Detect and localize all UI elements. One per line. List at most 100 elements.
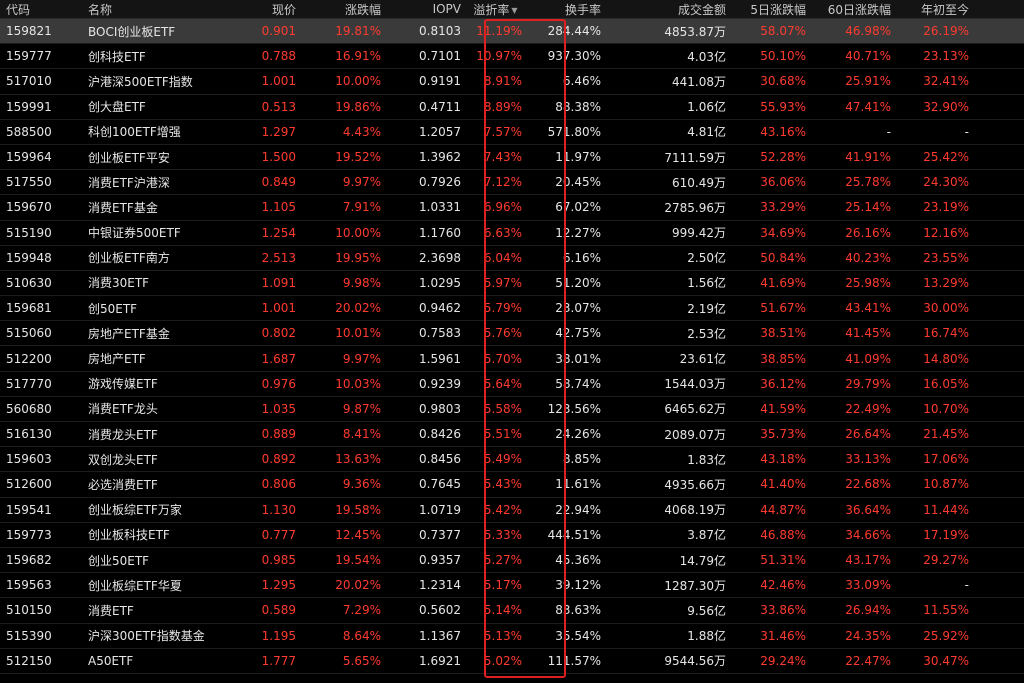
cell-change: 13.63%	[335, 452, 381, 467]
cell-60day-change: -	[886, 124, 891, 139]
cell-turnover: 11.61%	[555, 477, 601, 492]
table-row[interactable]: 159603 双创龙头ETF 0.892 13.63% 0.8456 5.49% 8.85%…	[0, 447, 1024, 473]
cell-ytd: 25.42%	[923, 150, 969, 165]
cell-name: BOCI创业板ETF	[88, 24, 176, 39]
cell-name: 消费龙头ETF	[88, 427, 158, 442]
cell-turnover: 22.94%	[555, 502, 601, 517]
cell-60day-change: 34.66%	[845, 527, 891, 542]
cell-ytd: -	[964, 578, 969, 593]
table-row[interactable]: 159991 创大盘ETF 0.513 19.86% 0.4711 8.89% 88.38%…	[0, 95, 1024, 120]
cell-code: 159563	[6, 578, 52, 593]
table-row[interactable]: 159777 创科技ETF 0.788 16.91% 0.7101 10.97% 937.3…	[0, 44, 1024, 70]
table-row[interactable]: 159821 BOCI创业板ETF 0.901 19.81% 0.8103 11.19% 2…	[0, 19, 1024, 45]
header-5day-change[interactable]: 5日涨跌幅	[750, 2, 806, 17]
cell-price: 1.687	[261, 351, 296, 366]
cell-code: 515390	[6, 628, 52, 643]
table-row[interactable]: 159681 创50ETF 1.001 20.02% 0.9462 5.79% 23.07%…	[0, 296, 1024, 322]
table-row[interactable]: 510630 消费30ETF 1.091 9.98% 1.0295 5.97% 51.20%…	[0, 271, 1024, 297]
table-row[interactable]: 159773 创业板科技ETF 0.777 12.45% 0.7377 5.33% 444.…	[0, 523, 1024, 548]
table-row[interactable]: 515190 中银证券500ETF 1.254 10.00% 1.1760 6.63% 12…	[0, 221, 1024, 246]
cell-iopv: 0.9803	[419, 401, 461, 416]
header-turnover[interactable]: 换手率	[564, 2, 601, 17]
cell-amount: 4.81亿	[687, 125, 726, 140]
cell-5day-change: 41.40%	[760, 477, 806, 492]
cell-iopv: 0.9357	[419, 553, 461, 568]
cell-premium: 7.12%	[483, 175, 522, 190]
table-row[interactable]: 515060 房地产ETF基金 0.802 10.01% 0.7583 5.76% 42.7…	[0, 321, 1024, 347]
cell-amount: 1.06亿	[687, 100, 726, 115]
cell-ytd: 23.13%	[923, 49, 969, 64]
cell-amount: 3.87亿	[687, 528, 726, 543]
table-row[interactable]: 159682 创业50ETF 0.985 19.54% 0.9357 5.27% 45.36…	[0, 548, 1024, 574]
cell-premium: 5.79%	[483, 301, 522, 316]
table-row[interactable]: 512600 必选消费ETF 0.806 9.36% 0.7645 5.43% 11.61%…	[0, 472, 1024, 498]
cell-change: 20.02%	[335, 301, 381, 316]
table-row[interactable]: 159670 消费ETF基金 1.105 7.91% 1.0331 6.96% 67.02%…	[0, 195, 1024, 221]
cell-60day-change: 25.91%	[845, 74, 891, 89]
cell-turnover: 38.01%	[555, 351, 601, 366]
cell-price: 0.901	[261, 24, 296, 39]
table-row[interactable]: 515390 沪深300ETF指数基金 1.195 8.64% 1.1367 5.13% 3…	[0, 624, 1024, 649]
header-code[interactable]: 代码	[6, 2, 31, 17]
cell-turnover: 39.12%	[555, 578, 601, 593]
cell-60day-change: 41.09%	[845, 351, 891, 366]
cell-code: 159681	[6, 301, 52, 316]
cell-iopv: 0.9191	[419, 74, 461, 89]
header-price[interactable]: 现价	[271, 2, 296, 17]
cell-iopv: 0.7583	[419, 326, 461, 341]
cell-price: 1.091	[261, 275, 296, 290]
table-row[interactable]: 517770 游戏传媒ETF 0.976 10.03% 0.9239 5.64% 58.74…	[0, 372, 1024, 397]
cell-60day-change: 22.68%	[845, 477, 891, 492]
cell-change: 9.36%	[342, 477, 381, 492]
cell-amount: 1.83亿	[687, 452, 726, 467]
cell-amount: 4853.87万	[664, 24, 726, 39]
cell-amount: 2785.96万	[664, 200, 726, 215]
sort-down-icon[interactable]: ▼	[511, 5, 518, 15]
cell-5day-change: 51.67%	[760, 301, 806, 316]
cell-price: 0.892	[261, 452, 296, 467]
cell-price: 1.035	[261, 401, 296, 416]
cell-ytd: 11.55%	[923, 603, 969, 618]
cell-name: 创业板综ETF华夏	[88, 578, 182, 593]
header-ytd[interactable]: 年初至今	[920, 2, 969, 17]
table-row[interactable]: 512150 A50ETF 1.777 5.65% 1.6921 5.02% 111.57%…	[0, 649, 1024, 674]
table-row[interactable]: 159964 创业板ETF平安 1.500 19.52% 1.3962 7.43% 11.9…	[0, 145, 1024, 171]
cell-turnover: 24.26%	[555, 427, 601, 442]
header-name[interactable]: 名称	[88, 2, 113, 17]
cell-premium: 8.91%	[483, 74, 522, 89]
cell-iopv: 0.7101	[419, 49, 461, 64]
header-60day-change[interactable]: 60日涨跌幅	[827, 2, 891, 17]
cell-ytd: 17.06%	[923, 452, 969, 467]
header-premium[interactable]: 溢折率 ▼	[463, 1, 528, 18]
cell-ytd: 14.80%	[923, 351, 969, 366]
cell-name: 房地产ETF基金	[88, 326, 170, 341]
cell-turnover: 6.16%	[562, 250, 601, 265]
cell-name: 消费ETF沪港深	[88, 175, 170, 190]
table-row[interactable]: 588500 科创100ETF增强 1.297 4.43% 1.2057 7.57% 571…	[0, 120, 1024, 145]
table-row[interactable]: 517550 消费ETF沪港深 0.849 9.97% 0.7926 7.12% 20.45…	[0, 170, 1024, 196]
cell-premium: 5.27%	[483, 553, 522, 568]
header-iopv[interactable]: IOPV	[432, 2, 461, 16]
table-row[interactable]: 510150 消费ETF 0.589 7.29% 0.5602 5.14% 83.63% 9.…	[0, 598, 1024, 624]
cell-ytd: 10.87%	[923, 477, 969, 492]
table-row[interactable]: 512200 房地产ETF 1.687 9.97% 1.5961 5.70% 38.01% 2…	[0, 346, 1024, 372]
table-row[interactable]: 517010 沪港深500ETF指数 1.001 10.00% 0.9191 8.91% 6…	[0, 69, 1024, 95]
table-row[interactable]: 159948 创业板ETF南方 2.513 19.95% 2.3698 6.04% 6.16…	[0, 246, 1024, 271]
table-row[interactable]: 159541 创业板综ETF万家 1.130 19.58% 1.0719 5.42% 22.…	[0, 498, 1024, 523]
table-row[interactable]: 159563 创业板综ETF华夏 1.295 20.02% 1.2314 5.17% 39.…	[0, 573, 1024, 599]
cell-turnover: 42.75%	[555, 326, 601, 341]
table-row[interactable]: 516130 消费龙头ETF 0.889 8.41% 0.8426 5.51% 24.26%…	[0, 422, 1024, 448]
cell-5day-change: 38.85%	[760, 351, 806, 366]
cell-ytd: 17.19%	[923, 527, 969, 542]
cell-iopv: 0.7377	[419, 527, 461, 542]
cell-price: 0.849	[261, 175, 296, 190]
cell-name: 创业板综ETF万家	[88, 503, 182, 518]
cell-turnover: 11.97%	[555, 150, 601, 165]
header-amount[interactable]: 成交金额	[677, 2, 726, 17]
cell-5day-change: 31.46%	[760, 628, 806, 643]
cell-change: 19.86%	[335, 99, 381, 114]
header-change[interactable]: 涨跌幅	[344, 2, 381, 17]
table-row[interactable]: 560680 消费ETF龙头 1.035 9.87% 0.9803 5.58% 123.56…	[0, 397, 1024, 422]
cell-premium: 5.97%	[483, 275, 522, 290]
cell-name: 创业板科技ETF	[88, 528, 170, 543]
